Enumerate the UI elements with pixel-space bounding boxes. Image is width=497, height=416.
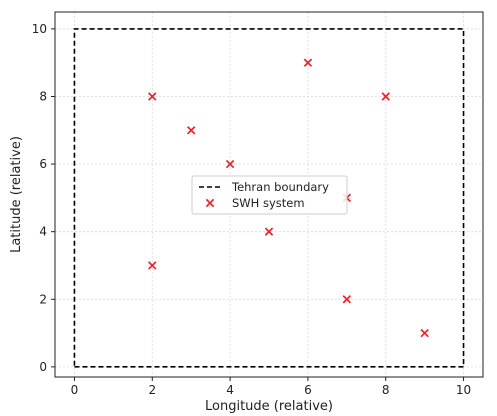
legend: Tehran boundary SWH system: [191, 175, 348, 215]
y-tick-label: 8: [39, 89, 47, 103]
tehran-boundary-line: [73, 28, 465, 368]
x-tick-label: 6: [304, 383, 312, 397]
swh-system-point: [303, 58, 313, 67]
y-tick-label: 10: [32, 22, 47, 36]
x-marker-stroke: [381, 92, 390, 101]
x-tick-label: 8: [382, 383, 390, 397]
swh-system-point: [264, 227, 274, 236]
y-tick-label: 6: [39, 157, 47, 171]
x-axis-label: Longitude (relative): [205, 399, 333, 414]
x-marker-stroke: [225, 159, 235, 169]
x-marker-stroke: [420, 328, 429, 338]
y-tick-label: 2: [39, 292, 47, 306]
x-marker-stroke: [186, 126, 196, 135]
swh-system-point: [342, 295, 352, 304]
y-tick-label: 0: [39, 360, 47, 374]
x-marker-stroke: [303, 58, 313, 67]
plot-series: [73, 28, 465, 368]
legend-label-tehran-boundary: Tehran boundary: [231, 180, 329, 194]
plot-frame: [54, 11, 484, 378]
x-marker-stroke: [148, 261, 157, 270]
x-marker-stroke: [342, 295, 352, 304]
x-tick-label: 2: [148, 383, 156, 397]
swh-system-point: [186, 126, 196, 135]
x-tick-label: 4: [226, 383, 234, 397]
legend-box: [191, 175, 348, 215]
swh-system-point: [381, 92, 390, 101]
x-marker-stroke: [148, 92, 157, 101]
swh-system-point: [148, 92, 157, 101]
y-tick-label: 4: [39, 225, 47, 239]
legend-label-swh-system: SWH system: [232, 196, 305, 210]
x-marker-stroke: [264, 227, 274, 236]
x-tick-label: 10: [456, 383, 471, 397]
axis-ticks: 0 2 4 6 8 10 0 2 4 6 8 10: [32, 22, 471, 397]
legend-x-marker-swatch: [205, 198, 215, 208]
legend-x-marker: [205, 198, 215, 208]
swh-system-point: [225, 159, 235, 169]
y-axis-label: Latitude (relative): [9, 136, 24, 253]
swh-system-point: [148, 261, 157, 270]
x-tick-label: 0: [71, 383, 79, 397]
x-marker-stroke: [205, 198, 215, 208]
swh-system-point: [420, 328, 429, 338]
